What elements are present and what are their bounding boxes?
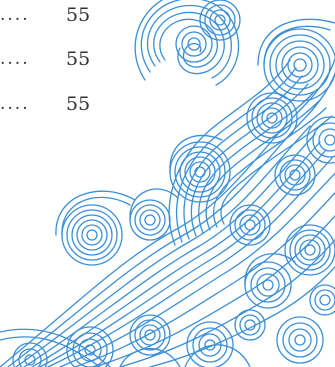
right-middle-swirls: [229, 204, 335, 309]
toc-entry: .... 55: [0, 3, 110, 27]
upper-right-swirl: [199, 0, 335, 164]
top-swirl: [134, 0, 240, 86]
bottom-swirls: [0, 284, 335, 367]
toc-leader-dots: ....: [0, 5, 30, 25]
wave-band-lines: [0, 57, 335, 367]
toc-page-number: 55: [66, 4, 91, 26]
toc-leader-dots: ....: [0, 49, 30, 69]
toc-page-number: 55: [66, 93, 91, 115]
toc-page-number: 55: [66, 48, 91, 70]
toc-leader-dots: ....: [0, 94, 30, 114]
toc-entry: .... 55: [0, 92, 110, 116]
left-swirl: [55, 188, 179, 266]
toc-entry: .... 55: [0, 47, 110, 71]
middle-swirls: [169, 92, 316, 203]
